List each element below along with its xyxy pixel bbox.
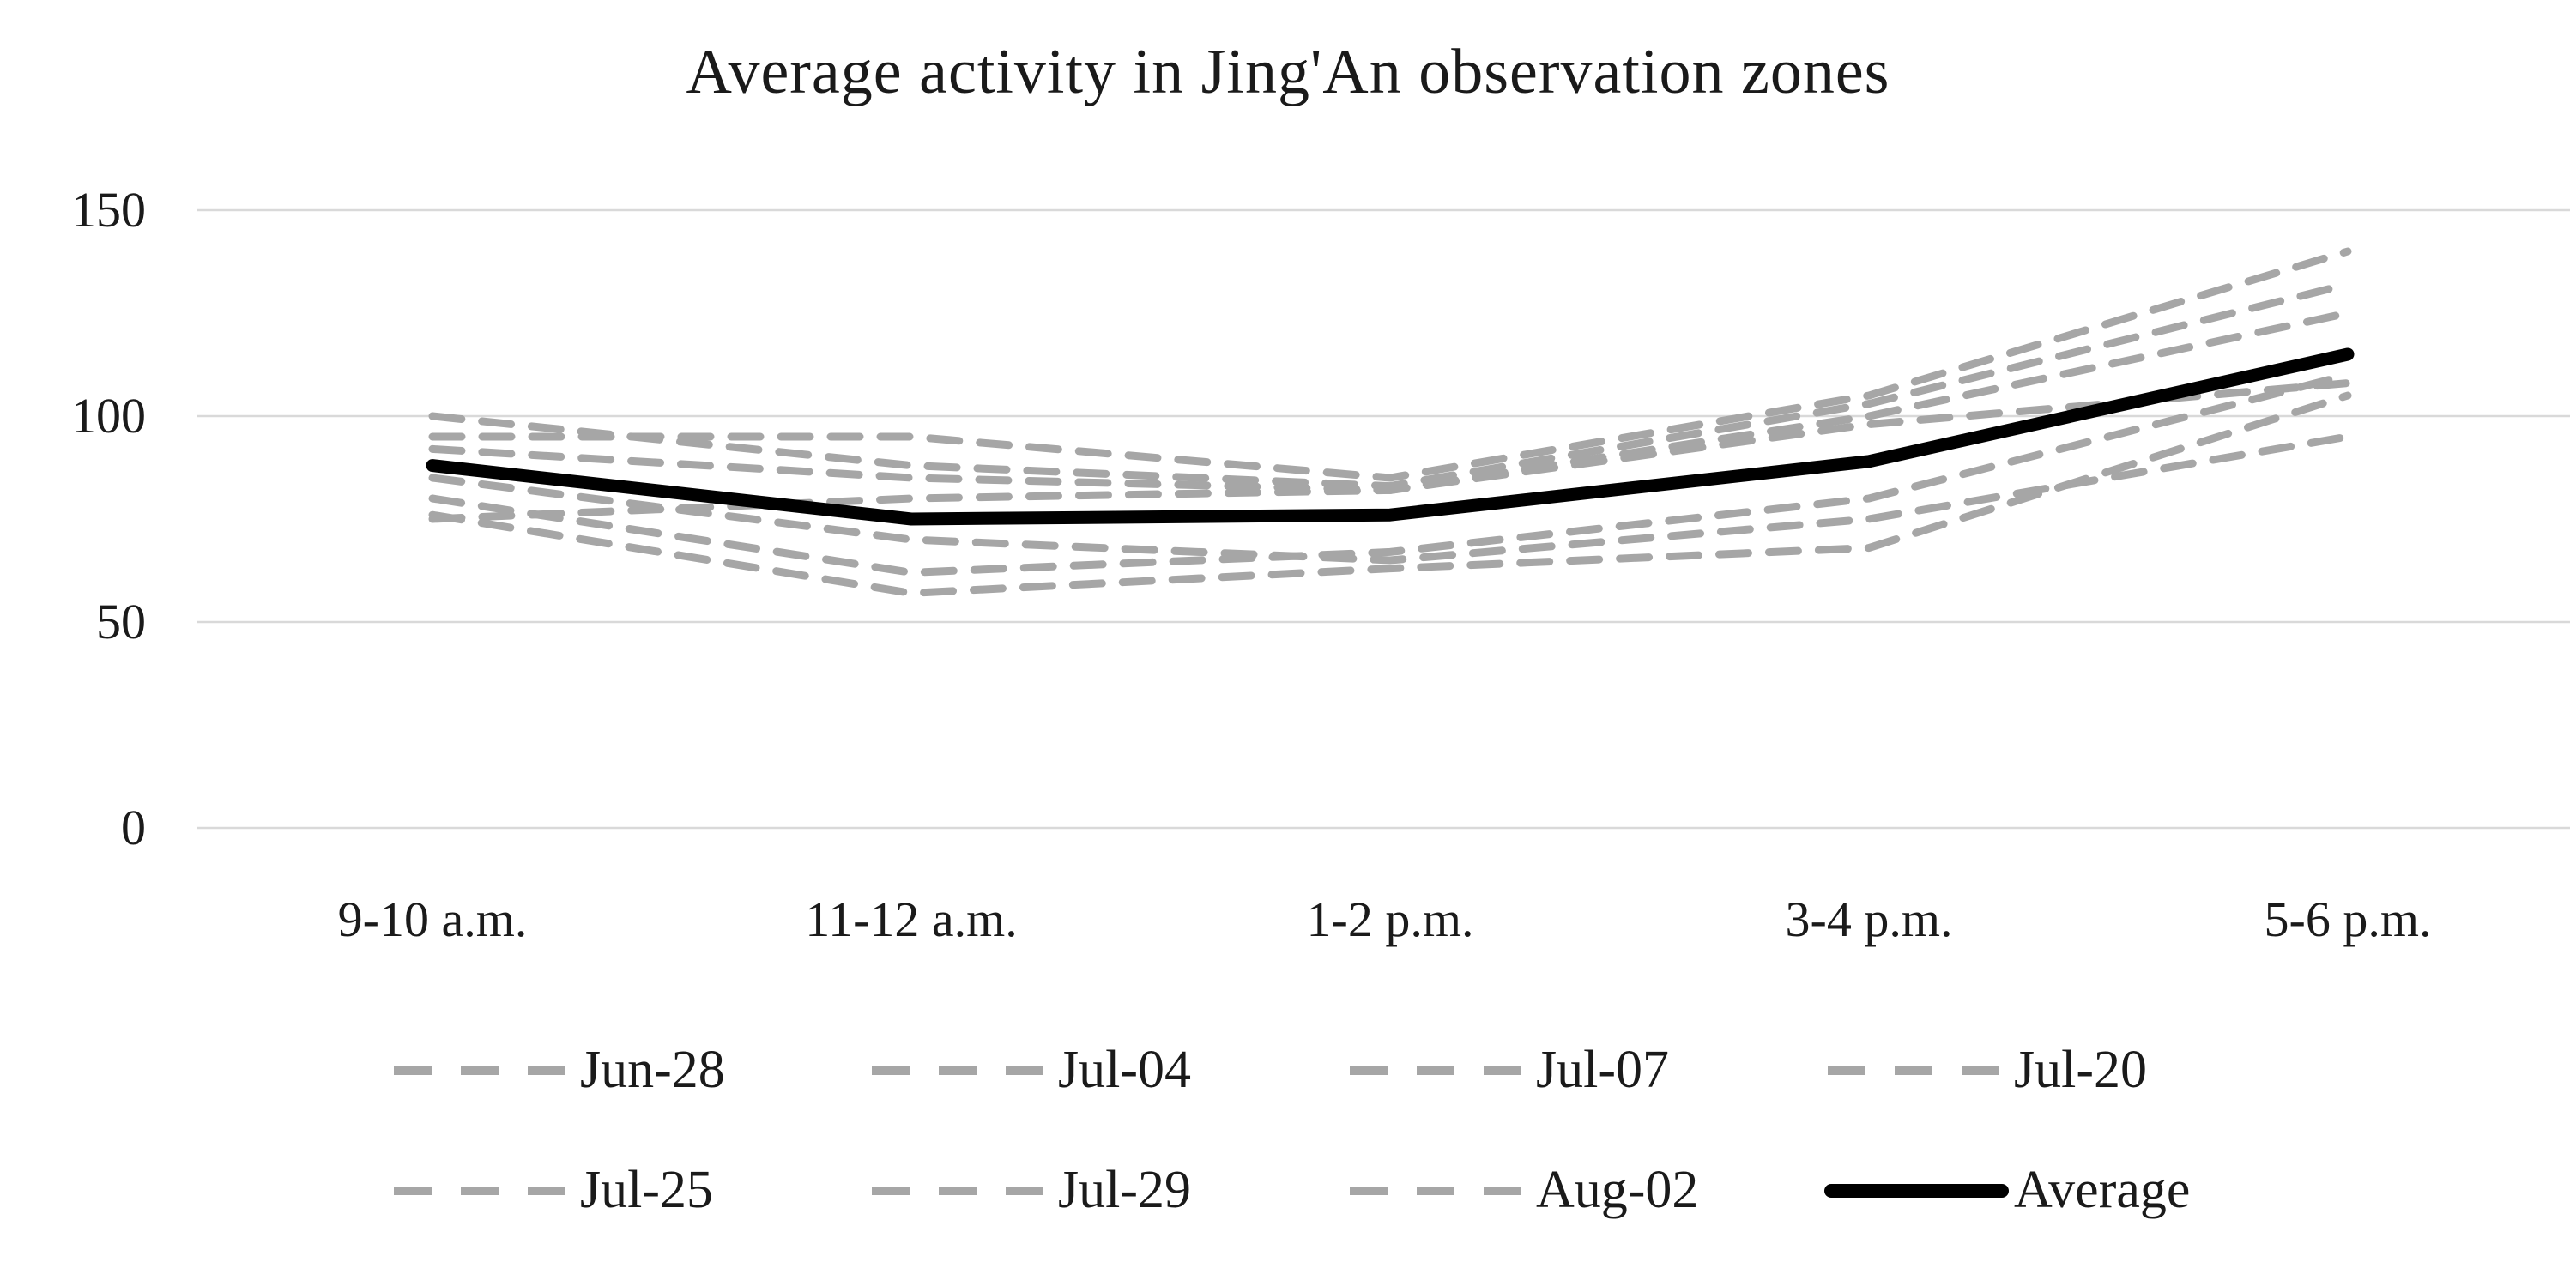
- legend-label: Jul-20: [2014, 1041, 2147, 1099]
- legend-label: Aug-02: [1536, 1161, 1699, 1219]
- legend-item-jul-04: Jul-04: [868, 1040, 1346, 1101]
- legend-item-jun-28: Jun-28: [390, 1040, 868, 1101]
- legend-marker-dashed-icon: [1350, 1186, 1527, 1195]
- legend-marker-dashed-icon: [394, 1066, 571, 1075]
- legend-item-aug-02: Aug-02: [1346, 1160, 1824, 1221]
- legend-label: Jul-07: [1536, 1041, 1669, 1099]
- x-axis-tick-5-6pm: 5-6 p.m.: [2264, 891, 2432, 947]
- legend-label: Jun-28: [580, 1041, 725, 1099]
- y-axis-tick-0: 0: [121, 800, 146, 855]
- legend-marker-dashed-icon: [872, 1066, 1049, 1075]
- x-axis-tick-9-10am: 9-10 a.m.: [337, 891, 528, 947]
- legend-item-jul-25: Jul-25: [390, 1160, 868, 1221]
- series-line-jul-20: [428, 432, 2352, 565]
- legend-label: Jul-29: [1058, 1161, 1191, 1219]
- legend-marker-dashed-icon: [394, 1186, 571, 1195]
- legend-item-jul-20: Jul-20: [1824, 1040, 2302, 1101]
- legend-row-1: Jun-28 Jul-04 Jul-07 Jul-20: [390, 1040, 2302, 1101]
- chart-title: Average activity in Jing'An observation …: [686, 37, 1890, 107]
- series-line-jul-25: [428, 391, 2352, 597]
- legend-label: Jul-04: [1058, 1041, 1191, 1099]
- series-line-jul-04: [428, 247, 2352, 482]
- x-axis-tick-11-12am: 11-12 a.m.: [805, 891, 1018, 947]
- series-line-average: [426, 347, 2355, 526]
- y-axis-tick-100: 100: [71, 388, 146, 444]
- legend-item-jul-29: Jul-29: [868, 1160, 1346, 1221]
- series-line-jun-28: [428, 280, 2352, 491]
- x-axis-tick-1-2pm: 1-2 p.m.: [1306, 891, 1474, 947]
- legend-item-jul-07: Jul-07: [1346, 1040, 1824, 1101]
- legend-marker-dashed-icon: [872, 1186, 1049, 1195]
- legend-label: Average: [2014, 1161, 2191, 1219]
- y-axis-tick-50: 50: [96, 594, 146, 649]
- legend-item-average: Average: [1824, 1160, 2302, 1221]
- x-axis-tick-3-4pm: 3-4 p.m.: [1785, 891, 1953, 947]
- legend-marker-dashed-icon: [1350, 1066, 1527, 1075]
- legend-row-2: Jul-25 Jul-29 Aug-02 Average: [390, 1160, 2302, 1221]
- y-axis-tick-150: 150: [71, 182, 146, 238]
- legend-label: Jul-25: [580, 1161, 713, 1219]
- legend-marker-dashed-icon: [1828, 1066, 2005, 1075]
- legend-marker-average-icon: [1824, 1183, 2009, 1198]
- series-line-jul-29: [428, 371, 2352, 577]
